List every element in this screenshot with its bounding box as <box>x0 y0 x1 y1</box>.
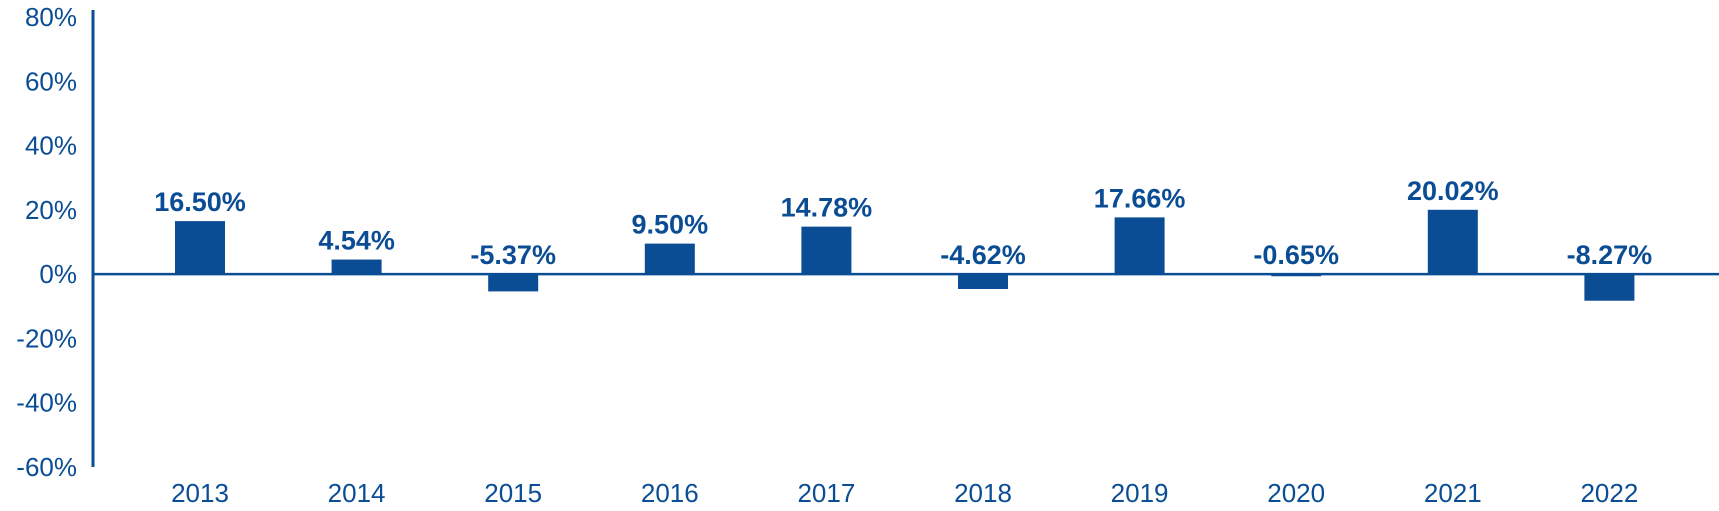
bar-2018 <box>958 274 1008 289</box>
bar-2017 <box>801 226 852 275</box>
y-tick-label: 80% <box>25 2 77 32</box>
bar-2021 <box>1427 209 1478 275</box>
bar-2022 <box>1584 274 1635 301</box>
data-label-2018: -4.62% <box>940 240 1026 270</box>
data-label-2021: 20.02% <box>1407 176 1499 206</box>
data-label-2016: 9.50% <box>632 210 709 240</box>
y-tick-label: -20% <box>16 323 77 353</box>
y-tick-label: 40% <box>25 131 77 161</box>
x-tick-label-2016: 2016 <box>641 478 699 508</box>
y-axis: 80% 60% 40% 20% 0% -20% -40% -60% <box>16 2 95 482</box>
bars <box>175 209 1635 301</box>
x-tick-label-2018: 2018 <box>954 478 1012 508</box>
y-tick-label: -60% <box>16 452 77 482</box>
x-axis: 2013 2014 2015 2016 2017 2018 2019 2020 2021 2022 <box>171 478 1638 508</box>
data-label-2022: -8.27% <box>1567 240 1653 270</box>
data-label-2020: -0.65% <box>1253 240 1339 270</box>
x-tick-label-2019: 2019 <box>1111 478 1169 508</box>
x-tick-label-2022: 2022 <box>1580 478 1638 508</box>
data-label-2019: 17.66% <box>1094 183 1186 213</box>
data-label-2017: 14.78% <box>781 193 873 223</box>
bar-2016 <box>644 243 695 275</box>
y-tick-label: 60% <box>25 66 77 96</box>
x-tick-label-2014: 2014 <box>328 478 386 508</box>
data-label-2014: 4.54% <box>318 226 395 256</box>
y-tick-label: 0% <box>39 259 77 289</box>
data-labels: 16.50% 4.54% -5.37% 9.50% 14.78% -4.62% 17.66%… <box>154 176 1652 270</box>
y-tick-label: 20% <box>25 195 77 225</box>
y-tick-label: -40% <box>16 388 77 418</box>
bar-2019 <box>1114 217 1165 275</box>
bar-2014 <box>331 259 382 275</box>
x-tick-label-2015: 2015 <box>484 478 542 508</box>
x-tick-label-2017: 2017 <box>797 478 855 508</box>
x-tick-label-2021: 2021 <box>1424 478 1482 508</box>
x-tick-label-2013: 2013 <box>171 478 229 508</box>
data-label-2013: 16.50% <box>154 187 246 217</box>
bar-2013 <box>175 221 225 275</box>
bar-2015 <box>488 274 539 292</box>
x-tick-label-2020: 2020 <box>1267 478 1325 508</box>
data-label-2015: -5.37% <box>470 240 556 270</box>
